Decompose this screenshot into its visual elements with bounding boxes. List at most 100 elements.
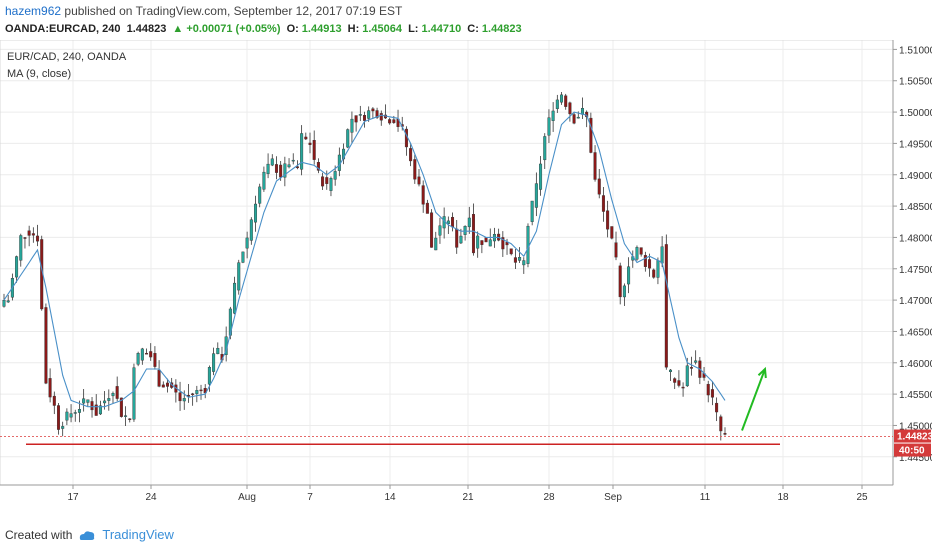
- candle-down: [593, 152, 597, 180]
- candle-down: [505, 242, 509, 246]
- candle-down: [425, 202, 429, 214]
- candle-up: [434, 237, 438, 251]
- candle-down: [501, 237, 505, 250]
- candle-down: [421, 185, 425, 205]
- candle-up: [258, 186, 262, 204]
- candle-up: [107, 398, 111, 401]
- candle-up: [254, 203, 258, 223]
- price-tick-label: 1.46000: [899, 359, 932, 370]
- candle-down: [90, 401, 94, 411]
- candle-up: [212, 353, 216, 372]
- candle-up: [111, 393, 115, 397]
- candle-down: [153, 353, 157, 367]
- candle-up: [287, 164, 291, 168]
- tradingview-logo-icon: [80, 530, 95, 540]
- candle-down: [295, 166, 299, 169]
- author-link[interactable]: hazem962: [5, 4, 62, 18]
- tradingview-brand[interactable]: TradingView: [102, 527, 174, 542]
- candle-up: [635, 247, 639, 260]
- candle-up: [245, 237, 249, 249]
- candle-down: [308, 142, 312, 145]
- candle-up: [73, 412, 77, 414]
- candle-up: [86, 399, 90, 403]
- candle-down: [509, 248, 513, 255]
- change-up-icon: ▲: [172, 23, 184, 35]
- candle-up: [249, 219, 253, 241]
- candle-down: [417, 176, 421, 185]
- price-change: +0.00071 (+0.05%): [186, 23, 281, 35]
- candle-up: [518, 257, 522, 261]
- publication-header: hazem962 published on TradingView.com, S…: [5, 4, 402, 18]
- candle-down: [145, 352, 149, 355]
- candle-down: [430, 212, 434, 248]
- price-tick-label: 1.49000: [899, 171, 932, 182]
- candle-up: [65, 411, 69, 421]
- candle-down: [652, 269, 656, 278]
- price-tick-label: 1.47500: [899, 265, 932, 276]
- candle-up: [6, 300, 10, 303]
- candle-down: [409, 148, 413, 162]
- price-tick-label: 1.45000: [899, 421, 932, 432]
- candle-down: [316, 161, 320, 171]
- candle-up: [216, 347, 220, 355]
- candle-down: [484, 237, 488, 243]
- candle-down: [673, 378, 677, 383]
- candle-down: [304, 136, 308, 140]
- low-value: 1.44710: [421, 23, 462, 35]
- candle-down: [199, 389, 203, 392]
- candle-up: [459, 235, 463, 244]
- candle-up: [233, 282, 237, 314]
- candle-up: [19, 235, 23, 261]
- candle-up: [300, 133, 304, 170]
- time-tick-label: Sep: [604, 492, 622, 503]
- candle-up: [333, 171, 337, 180]
- high-label: H:: [347, 23, 360, 35]
- price-tag: 1.44823 40:50: [894, 429, 932, 457]
- created-with-text: Created with: [5, 527, 73, 542]
- candle-down: [589, 117, 593, 153]
- candle-down: [44, 307, 48, 384]
- candle-down: [471, 214, 475, 254]
- candle-up: [132, 367, 136, 420]
- open-label: O:: [286, 23, 299, 35]
- up-arrow-icon: [741, 366, 767, 431]
- price-tick-label: 1.44500: [899, 453, 932, 464]
- candle-down: [639, 247, 643, 255]
- candle-up: [547, 117, 551, 136]
- price-tick-label: 1.48000: [899, 233, 932, 244]
- arrow-head: [757, 366, 767, 379]
- candle-down: [597, 178, 601, 195]
- candle-up: [195, 390, 199, 394]
- candle-down: [677, 380, 681, 386]
- price-tick-label: 1.49500: [899, 139, 932, 150]
- candle-down: [371, 108, 375, 112]
- candle-up: [555, 99, 559, 109]
- candle-down: [161, 384, 165, 388]
- candle-down: [31, 233, 35, 236]
- candle-down: [513, 257, 517, 263]
- candle-up: [685, 365, 689, 387]
- time-tick-label: 25: [856, 492, 868, 503]
- candle-up: [627, 266, 631, 285]
- candle-down: [128, 418, 132, 420]
- candle-up: [551, 110, 555, 121]
- candle-up: [82, 398, 86, 404]
- price-tag-bg: [894, 429, 931, 443]
- moving-average-line: [3, 111, 726, 408]
- footer: Created with TradingView: [5, 527, 174, 542]
- price-tick-label: 1.46500: [899, 327, 932, 338]
- arrow-shaft: [741, 368, 766, 431]
- time-tick-label: 28: [543, 492, 555, 503]
- candle-up: [283, 163, 287, 178]
- candle-up: [140, 348, 144, 361]
- candle-up: [446, 220, 450, 225]
- candle-down: [354, 115, 358, 123]
- candle-down: [23, 237, 27, 239]
- price-chart[interactable]: 1.44500 1.45000 1.45500 1.46000 1.46500 1.470…: [0, 40, 932, 515]
- candle-down: [689, 367, 693, 369]
- candle-up: [660, 246, 664, 264]
- candle-up: [476, 235, 480, 249]
- candle-up: [69, 413, 73, 418]
- candle-up: [61, 426, 65, 429]
- low-label: L:: [408, 23, 419, 35]
